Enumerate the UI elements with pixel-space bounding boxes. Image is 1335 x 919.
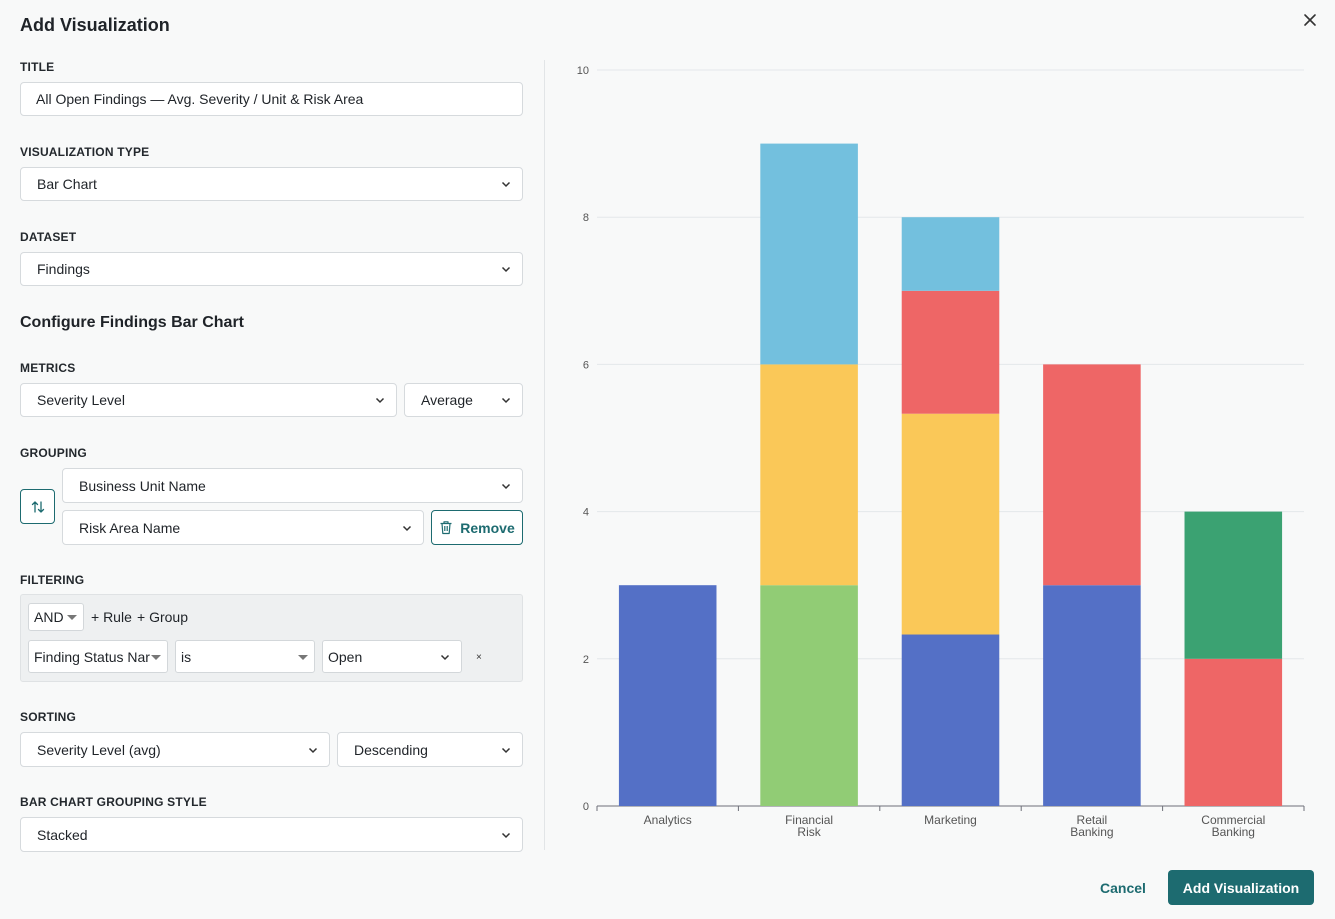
- y-tick-label: 8: [583, 212, 589, 224]
- caret-down-icon: [151, 654, 161, 660]
- dataset-value: Findings: [37, 261, 90, 277]
- filter-operator-select[interactable]: is: [175, 640, 315, 673]
- chevron-down-icon: [501, 397, 511, 404]
- sort-field-value: Severity Level (avg): [37, 741, 161, 758]
- bar-segment[interactable]: [1043, 585, 1141, 806]
- sort-field-select[interactable]: Severity Level (avg): [20, 732, 330, 767]
- bar-segment[interactable]: [760, 585, 858, 806]
- add-group-button[interactable]: + Group: [137, 609, 188, 625]
- sort-order-value: Descending: [354, 741, 428, 758]
- x-tick-label: Risk: [797, 825, 821, 839]
- visualization-type-select[interactable]: Bar Chart: [20, 167, 523, 201]
- bar-segment[interactable]: [1184, 511, 1283, 659]
- filter-logic-select[interactable]: AND: [28, 603, 84, 631]
- group-secondary-select[interactable]: Risk Area Name: [62, 510, 424, 545]
- filter-value-select[interactable]: Open: [322, 640, 462, 673]
- grouping-label: GROUPING: [20, 446, 87, 460]
- bar-segment[interactable]: [901, 634, 1000, 806]
- y-tick-label: 0: [583, 801, 589, 813]
- metrics-label: METRICS: [20, 361, 76, 375]
- filter-operator-value: is: [181, 648, 192, 665]
- bar-segment[interactable]: [1043, 364, 1141, 586]
- filter-logic-value: AND: [34, 609, 64, 625]
- metric-field-value: Severity Level: [37, 392, 125, 408]
- group-primary-value: Business Unit Name: [79, 477, 206, 494]
- caret-down-icon: [298, 654, 308, 660]
- x-tick-label: Financial: [785, 813, 833, 827]
- bar-segment[interactable]: [1184, 658, 1283, 806]
- bar-segment[interactable]: [901, 290, 1000, 414]
- caret-down-icon: [67, 615, 77, 620]
- chevron-down-icon: [402, 525, 412, 531]
- chevron-down-icon: [501, 483, 511, 489]
- visualization-type-value: Bar Chart: [37, 176, 97, 192]
- chevron-down-icon: [501, 747, 511, 753]
- x-tick-label: Marketing: [924, 813, 977, 827]
- visualization-type-label: VISUALIZATION TYPE: [20, 145, 150, 159]
- metric-aggregation-value: Average: [421, 392, 473, 408]
- bar-segment[interactable]: [618, 585, 717, 806]
- swap-vertical-icon: [31, 500, 44, 513]
- remove-label: Remove: [460, 519, 515, 536]
- metric-aggregation-select[interactable]: Average: [404, 383, 523, 417]
- y-tick-label: 10: [577, 65, 589, 77]
- filter-value-value: Open: [328, 648, 363, 665]
- group-primary-select[interactable]: Business Unit Name: [62, 468, 523, 503]
- close-icon[interactable]: [1300, 10, 1320, 30]
- filter-field-select[interactable]: Finding Status Nar: [28, 640, 168, 673]
- x-tick-label: Banking: [1212, 825, 1255, 839]
- x-tick-label: Retail: [1077, 813, 1108, 827]
- title-input[interactable]: All Open Findings — Avg. Severity / Unit…: [20, 82, 523, 116]
- chevron-down-icon: [375, 397, 385, 404]
- x-tick-label: Banking: [1070, 825, 1113, 839]
- title-input-value: All Open Findings — Avg. Severity / Unit…: [36, 91, 364, 107]
- panel-divider: [544, 60, 545, 850]
- dialog-title: Add Visualization: [20, 15, 170, 35]
- bar-segment[interactable]: [760, 143, 858, 365]
- sorting-label: SORTING: [20, 710, 77, 724]
- add-visualization-button[interactable]: Add Visualization: [1168, 870, 1314, 905]
- grouping-style-value: Stacked: [37, 826, 88, 843]
- bar-segment[interactable]: [901, 413, 1000, 635]
- y-tick-label: 2: [583, 654, 589, 666]
- grouping-style-select[interactable]: Stacked: [20, 817, 523, 852]
- bar-segment[interactable]: [760, 364, 858, 586]
- delete-rule-button[interactable]: ×: [476, 652, 482, 663]
- sort-order-select[interactable]: Descending: [337, 732, 523, 767]
- dataset-label: DATASET: [20, 230, 77, 244]
- configure-heading: Configure Findings Bar Chart: [20, 314, 244, 331]
- remove-group-button[interactable]: Remove: [431, 510, 523, 545]
- chevron-down-icon: [440, 654, 450, 660]
- dataset-select[interactable]: Findings: [20, 252, 523, 286]
- bar-segment[interactable]: [901, 217, 1000, 291]
- filter-field-value: Finding Status Nar: [34, 648, 150, 665]
- cancel-button[interactable]: Cancel: [1100, 879, 1146, 896]
- grouping-style-label: BAR CHART GROUPING STYLE: [20, 795, 207, 809]
- chevron-down-icon: [308, 747, 318, 753]
- chevron-down-icon: [501, 266, 511, 273]
- group-secondary-value: Risk Area Name: [79, 519, 181, 536]
- filtering-label: FILTERING: [20, 573, 85, 587]
- y-tick-label: 6: [583, 359, 589, 371]
- x-tick-label: Analytics: [644, 813, 692, 827]
- y-tick-label: 4: [583, 507, 589, 519]
- title-label: TITLE: [20, 60, 55, 74]
- metric-field-select[interactable]: Severity Level: [20, 383, 397, 417]
- chevron-down-icon: [501, 832, 511, 838]
- swap-grouping-button[interactable]: [20, 489, 55, 524]
- trash-icon: [440, 521, 452, 535]
- chevron-down-icon: [501, 181, 511, 188]
- add-rule-button[interactable]: + Rule: [91, 609, 132, 625]
- x-tick-label: Commercial: [1201, 813, 1265, 827]
